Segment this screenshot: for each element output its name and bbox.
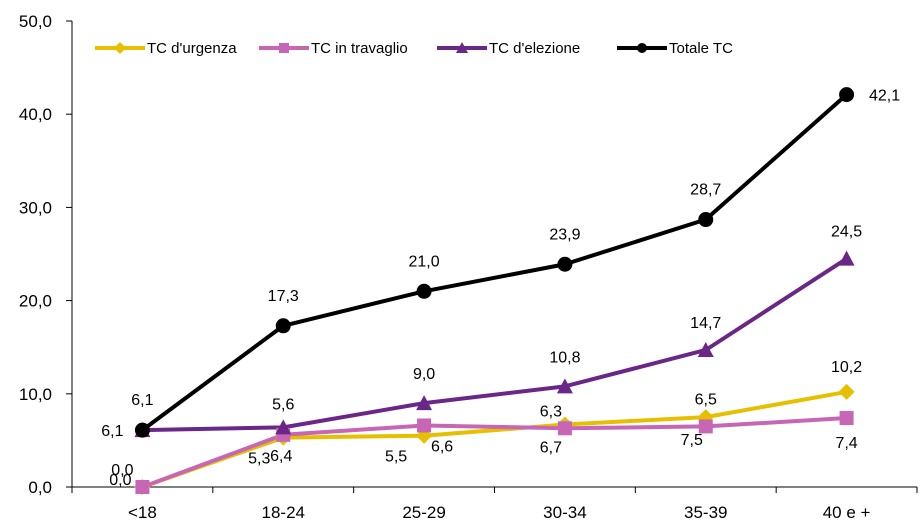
data-label: 24,5: [831, 224, 862, 241]
data-label: 6,7: [540, 440, 562, 457]
y-tick-label: 50,0: [19, 12, 52, 31]
legend-item: Totale TC: [617, 40, 733, 57]
data-label: 6,1: [131, 392, 153, 409]
legend-label: TC in travaglio: [311, 40, 408, 57]
data-labels: 0,0 5,3 5,5 6,7 7,5 10,2 0,0 6,4 6,6 6,3 6,5 7,4 6,1…: [101, 88, 900, 489]
x-tick-label: <18: [128, 503, 157, 522]
series-line: [141, 416, 847, 489]
data-label: 6,4: [270, 448, 292, 465]
data-label: 6,6: [431, 438, 453, 455]
data-point: [838, 383, 855, 400]
data-label: 9,0: [413, 366, 435, 383]
series-line: [141, 93, 848, 432]
axes: 0,0 10,0 20,0 30,0 40,0 50,0 <18 18-24 25-29 30-3…: [19, 12, 918, 522]
legend: TC d'urgenza TC in travaglio TC d'elezione…: [95, 40, 733, 57]
x-tick-label: 25-29: [402, 503, 445, 522]
data-point: [556, 378, 573, 394]
y-tick-label: 40,0: [19, 105, 52, 124]
legend-marker: [637, 43, 647, 53]
data-label: 5,5: [385, 449, 407, 466]
y-tick-label: 30,0: [19, 198, 52, 217]
series-lines: [141, 93, 848, 489]
data-label: 14,7: [690, 315, 721, 332]
data-point: [557, 421, 572, 436]
data-point: [135, 480, 150, 494]
data-point: [698, 212, 714, 228]
data-label: 10,2: [831, 359, 862, 376]
legend-item: TC in travaglio: [259, 40, 408, 57]
data-label: 0,0: [111, 462, 133, 479]
data-point: [839, 87, 855, 103]
data-label: 7,5: [681, 432, 703, 449]
data-label: 17,3: [268, 288, 299, 305]
data-point: [417, 418, 432, 433]
data-label: 5,3: [248, 451, 270, 468]
data-point: [838, 250, 855, 266]
legend-marker: [279, 43, 289, 53]
data-label: 28,7: [690, 182, 721, 199]
legend-item: TC d'urgenza: [95, 40, 237, 57]
series-line: [142, 256, 848, 433]
x-tick-label: 40 e +: [823, 503, 871, 522]
data-label: 5,6: [272, 396, 294, 413]
data-point: [416, 395, 433, 411]
series-line: [141, 389, 847, 489]
data-label: 6,3: [540, 403, 562, 420]
x-tick-label: 18-24: [262, 503, 305, 522]
data-point: [839, 411, 854, 426]
data-point: [697, 341, 714, 357]
data-label: 21,0: [409, 253, 440, 270]
data-label: 0,0: [109, 472, 131, 489]
data-point: [557, 256, 573, 272]
x-tick-label: 35-39: [684, 503, 727, 522]
data-label: 7,4: [835, 435, 857, 452]
data-label: 6,5: [695, 391, 717, 408]
data-point: [134, 422, 150, 438]
x-tick-label: 30-34: [543, 503, 586, 522]
legend-marker: [114, 42, 126, 54]
legend-label: TC d'urgenza: [147, 40, 237, 57]
data-markers: [134, 87, 855, 495]
legend-label: TC d'elezione: [489, 40, 580, 57]
data-point: [698, 419, 713, 434]
y-tick-label: 10,0: [19, 385, 52, 404]
data-label: 42,1: [869, 88, 900, 105]
legend-label: Totale TC: [669, 40, 733, 57]
data-point: [275, 318, 291, 334]
legend-item: TC d'elezione: [437, 40, 580, 57]
data-label: 6,1: [101, 423, 123, 440]
y-tick-label: 20,0: [19, 292, 52, 311]
data-point: [275, 419, 292, 435]
y-tick-label: 0,0: [28, 478, 52, 497]
legend-marker: [456, 42, 468, 53]
data-label: 10,8: [549, 349, 580, 366]
data-point: [416, 283, 432, 299]
data-label: 23,9: [549, 226, 580, 243]
